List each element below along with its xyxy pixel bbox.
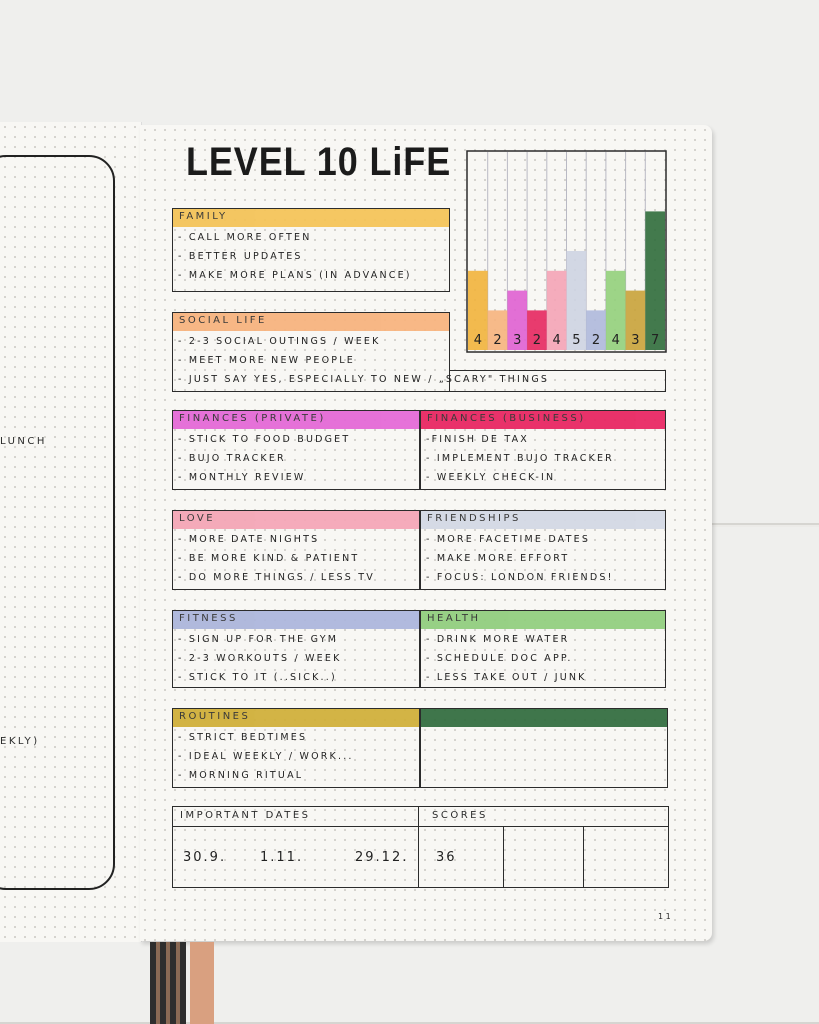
section-header: FITNESS: [173, 611, 419, 629]
section-item: - DO MORE THINGS / LESS TV: [178, 572, 375, 583]
section-box: [420, 410, 666, 490]
bar: [468, 270, 488, 350]
section-header: ROUTINES: [173, 709, 419, 727]
section-header: FAMILY: [173, 209, 449, 227]
section-header: SOCIAL LIFE: [173, 313, 449, 331]
score: 36: [436, 850, 457, 865]
left-frame: [0, 155, 115, 890]
section-item: - MONTHLY REVIEW: [178, 472, 306, 483]
section-box: [420, 510, 666, 590]
section-header: FINANCES (PRIVATE): [173, 411, 419, 429]
section-item: - MAKE MORE EFFORT: [426, 553, 570, 564]
page-title: LEVEL 10 LiFE: [186, 140, 452, 184]
section-box: [172, 610, 420, 688]
section-header: [421, 709, 667, 727]
section-item: - MORNING RITUAL: [178, 770, 304, 781]
section-item: - WEEKLY CHECK-IN: [426, 472, 556, 483]
bar-label: 4: [553, 333, 561, 348]
bar: [645, 211, 665, 350]
bar: [507, 290, 528, 350]
bar-label: 4: [612, 333, 620, 348]
section-item: - CALL MORE OFTEN: [178, 232, 312, 243]
section-item: - 2-3 WORKOUTS / WEEK: [178, 653, 342, 664]
chart-frame: [466, 150, 667, 353]
section-item: - STICK TO IT (..SICK..): [178, 672, 337, 683]
section-item: - DRINK MORE WATER: [426, 634, 570, 645]
dates-box: [172, 806, 669, 888]
section-item: - JUST SAY YES, ESPECIALLY TO NEW / „SCA…: [178, 374, 550, 385]
date: 29.12.: [355, 850, 409, 865]
bar: [527, 310, 547, 350]
ribbon: [150, 942, 186, 1024]
section-item: - STRICT BEDTIMES: [178, 732, 308, 743]
section-box: [420, 610, 666, 688]
section-box: [172, 410, 420, 490]
section-item: - SIGN UP FOR THE GYM: [178, 634, 339, 645]
left-page-text: EKLY): [0, 736, 40, 747]
section-item: -FINISH DE TAX: [426, 434, 530, 445]
section-box: [172, 708, 420, 788]
score-divider: [583, 826, 584, 888]
left-page-text: LUNCH: [0, 436, 47, 447]
date: 30.9.: [183, 850, 227, 865]
dates-header-line: [172, 826, 669, 827]
section-box: [172, 208, 450, 292]
section-header: FINANCES (BUSINESS): [421, 411, 665, 429]
section-item: - BUJO TRACKER: [178, 453, 286, 464]
score-divider: [503, 826, 504, 888]
section-item: - IDEAL WEEKLY / WORK...: [178, 751, 354, 762]
bar-label: 3: [513, 333, 521, 348]
bar: [586, 310, 606, 350]
date: 1.11.: [260, 850, 304, 865]
section-item: - MAKE MORE PLANS (IN ADVANCE): [178, 270, 412, 281]
section-item: - LESS TAKE OUT / JUNK: [426, 672, 587, 683]
dates-divider: [418, 806, 419, 888]
left-page: [0, 122, 142, 942]
bar-label: 4: [474, 333, 482, 348]
bar-label: 2: [493, 333, 501, 348]
dates-title: IMPORTANT DATES: [180, 810, 311, 821]
bar: [605, 270, 626, 350]
section-item: - BETTER UPDATES: [178, 251, 303, 262]
section-header: FRIENDSHIPS: [421, 511, 665, 529]
page-number: 11: [658, 912, 674, 921]
section-item: - 2-3 SOCIAL OUTINGS / WEEK: [178, 336, 381, 347]
bar: [566, 251, 587, 350]
section-item: - STICK TO FOOD BUDGET: [178, 434, 351, 445]
section-box: [172, 312, 450, 392]
bar-label: 2: [592, 333, 600, 348]
scores-title: SCORES: [432, 810, 488, 821]
section-header: HEALTH: [421, 611, 665, 629]
section-box: [420, 708, 668, 788]
ribbon: [190, 942, 214, 1024]
section-item: - IMPLEMENT BUJO TRACKER: [426, 453, 614, 464]
right-page: [140, 125, 712, 941]
section-item: - FOCUS: LONDON FRIENDS!: [426, 572, 614, 583]
bar-label: 3: [631, 333, 639, 348]
section-item: - MORE FACETIME DATES: [426, 534, 591, 545]
section-item: - BE MORE KIND & PATIENT: [178, 553, 360, 564]
bar: [625, 290, 646, 350]
bar-label: 2: [533, 333, 541, 348]
bar: [546, 270, 567, 350]
bar: [487, 310, 508, 350]
section-box: [172, 510, 420, 590]
section-box-extension: [449, 370, 666, 392]
bar-label: 7: [651, 333, 659, 348]
section-item: - SCHEDULE DOC APP.: [426, 653, 573, 664]
section-header: LOVE: [173, 511, 419, 529]
bar-label: 5: [572, 333, 580, 348]
section-item: - MEET MORE NEW PEOPLE: [178, 355, 355, 366]
section-item: - MORE DATE NIGHTS: [178, 534, 320, 545]
